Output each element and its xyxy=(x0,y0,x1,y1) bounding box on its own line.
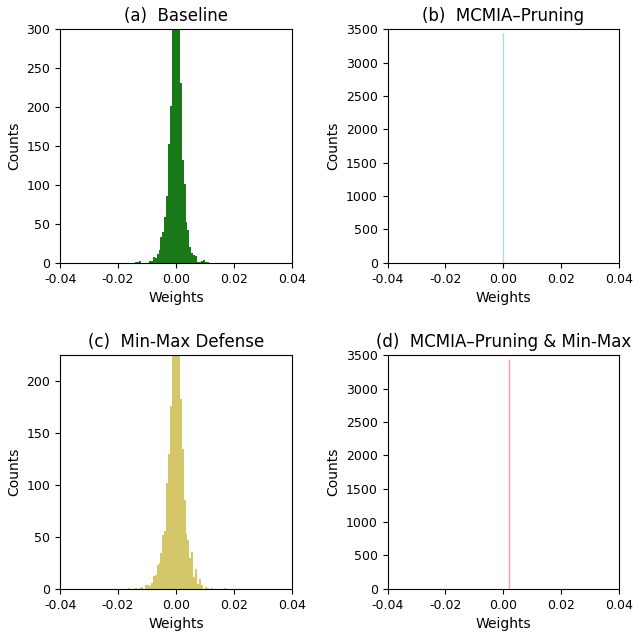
Title: (d)  MCMIA–Pruning & Min-Max: (d) MCMIA–Pruning & Min-Max xyxy=(376,333,631,351)
Bar xyxy=(189,558,191,589)
Bar xyxy=(293,579,296,589)
Bar xyxy=(168,144,170,263)
Bar xyxy=(164,217,166,263)
Bar xyxy=(184,500,186,589)
Bar xyxy=(157,565,159,589)
Bar xyxy=(191,253,193,263)
Bar xyxy=(197,584,199,589)
Bar xyxy=(159,563,161,589)
Bar xyxy=(145,584,147,589)
Bar xyxy=(188,230,189,263)
Bar xyxy=(195,569,197,589)
Bar xyxy=(155,575,157,589)
X-axis label: Weights: Weights xyxy=(148,617,204,631)
Bar xyxy=(193,577,195,589)
Bar xyxy=(164,531,166,589)
Bar xyxy=(153,256,155,263)
Bar xyxy=(176,0,178,263)
Bar xyxy=(168,454,170,589)
Bar xyxy=(172,338,174,589)
Bar xyxy=(191,553,193,589)
Bar xyxy=(188,540,189,589)
Bar xyxy=(189,248,191,263)
Y-axis label: Counts: Counts xyxy=(326,448,340,496)
Bar xyxy=(161,554,163,589)
Bar xyxy=(180,83,182,263)
Bar xyxy=(172,0,174,263)
Bar xyxy=(149,586,151,589)
Bar xyxy=(201,262,203,263)
X-axis label: Weights: Weights xyxy=(476,291,531,305)
Bar xyxy=(151,262,153,263)
Bar xyxy=(163,535,164,589)
Y-axis label: Counts: Counts xyxy=(7,448,21,496)
Bar xyxy=(170,406,172,589)
Bar xyxy=(138,262,140,263)
Bar xyxy=(135,262,138,263)
Bar xyxy=(199,262,201,263)
Bar xyxy=(186,221,188,263)
Bar xyxy=(149,262,151,263)
Bar xyxy=(186,534,188,589)
Bar xyxy=(141,587,143,589)
Bar xyxy=(205,587,207,589)
X-axis label: Weights: Weights xyxy=(148,291,204,305)
Title: (b)  MCMIA–Pruning: (b) MCMIA–Pruning xyxy=(422,7,584,25)
Bar xyxy=(182,160,184,263)
Bar xyxy=(147,584,149,589)
Bar xyxy=(140,588,141,589)
Bar xyxy=(184,184,186,263)
Bar xyxy=(176,192,178,589)
Bar xyxy=(174,237,176,589)
Bar xyxy=(140,262,141,263)
Bar xyxy=(224,588,226,589)
X-axis label: Weights: Weights xyxy=(476,617,531,631)
Y-axis label: Counts: Counts xyxy=(326,122,340,170)
Bar xyxy=(193,255,195,263)
Bar xyxy=(180,399,182,589)
Bar xyxy=(163,232,164,263)
Bar xyxy=(182,449,184,589)
Bar xyxy=(205,262,207,263)
Bar xyxy=(199,579,201,589)
Bar xyxy=(155,258,157,263)
Bar xyxy=(207,262,209,263)
Bar xyxy=(161,237,163,263)
Bar xyxy=(159,249,161,263)
Bar xyxy=(211,588,212,589)
Bar xyxy=(174,0,176,263)
Bar xyxy=(178,0,180,263)
Bar xyxy=(153,576,155,589)
Bar xyxy=(197,262,199,263)
Bar xyxy=(170,107,172,263)
Bar xyxy=(166,483,168,589)
Title: (a)  Baseline: (a) Baseline xyxy=(124,7,228,25)
Bar xyxy=(201,584,203,589)
Bar xyxy=(157,255,159,263)
Bar xyxy=(151,582,153,589)
Y-axis label: Counts: Counts xyxy=(7,122,21,170)
Bar xyxy=(178,309,180,589)
Bar xyxy=(166,196,168,263)
Bar xyxy=(195,256,197,263)
Bar xyxy=(207,588,209,589)
Bar xyxy=(127,588,129,589)
Bar xyxy=(203,260,205,263)
Bar xyxy=(135,588,138,589)
Title: (c)  Min-Max Defense: (c) Min-Max Defense xyxy=(88,333,264,351)
